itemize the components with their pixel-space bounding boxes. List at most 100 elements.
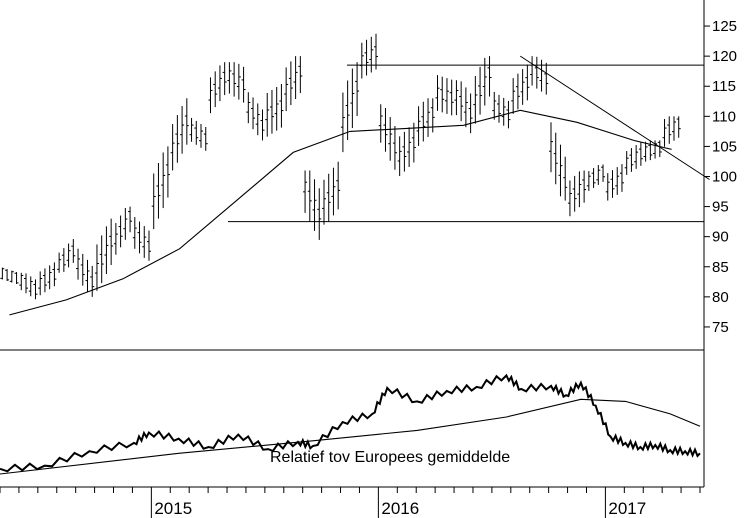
price-bar [648,140,653,161]
price-bar [317,188,322,240]
price-bar [326,173,331,222]
price-bar [194,120,199,145]
price-bar [421,101,426,142]
price-bar [544,62,549,95]
price-bar [468,93,473,134]
price-bars [0,33,681,300]
price-bar [350,68,355,129]
price-bar [634,145,639,169]
price-bar [482,57,487,106]
price-bar [5,269,10,282]
price-bar [184,98,189,145]
price-bar [345,80,350,141]
price-bar [241,66,246,103]
price-bar [47,265,52,290]
price-bar [340,92,345,153]
price-bar [492,91,497,120]
price-bar [615,167,620,195]
price-bar [336,161,341,210]
price-bar [227,62,232,94]
price-bar [80,253,85,286]
price-bar [260,109,265,141]
price-bar [298,56,303,94]
price-bar [99,235,104,284]
price-bar [610,170,615,198]
price-bar [236,63,241,100]
price-bar [303,170,308,213]
price-tick-label: 125 [712,18,737,35]
price-bar [577,171,582,208]
trend-line [519,55,710,180]
price-bar [388,117,393,161]
price-bar [411,122,416,163]
price-bar [520,69,525,105]
price-bar [33,279,38,300]
price-bar [549,122,554,173]
price-bar [501,97,506,126]
year-tick-label: 2017 [608,499,646,518]
price-bar [284,67,289,112]
price-bar [364,39,369,76]
price-bar [90,265,95,297]
price-tick-label: 100 [712,169,737,186]
price-bar [61,248,66,272]
price-bar [435,75,440,111]
price-bar [279,83,284,128]
price-bar [511,78,516,114]
price-bar [321,179,326,225]
price-bar [246,92,251,124]
price-bar [199,123,204,148]
price-bar [629,148,634,172]
price-bar [293,56,298,100]
price-bar [85,259,90,292]
price-bar [397,136,402,177]
price-bar [582,170,587,203]
price-bar [274,86,279,131]
price-tick-label: 80 [712,289,729,306]
price-bar [19,272,24,291]
year-tick-label: 2015 [154,499,192,518]
price-axis: 75 80 85 90 95 100 105 110 115 120 125 [704,18,737,336]
price-bar [440,76,445,113]
price-bar [232,62,237,97]
price-bar [463,87,468,128]
price-bar [94,244,99,291]
price-bar [307,170,312,222]
price-bar [28,276,33,297]
price-bar [151,173,156,230]
price-bar [24,273,29,294]
price-bar [175,115,180,163]
relative-strength-line [0,373,701,473]
price-bar [208,77,213,114]
price-bar [667,116,672,144]
price-bar [374,33,379,70]
price-bar [459,81,464,122]
price-bar [156,162,161,219]
price-bar [189,117,194,142]
price-bar [118,215,123,248]
price-bar [161,152,166,209]
price-bar [104,226,109,275]
price-bar [132,217,137,249]
moving-average-line [9,109,672,316]
price-bar [426,98,431,137]
price-bar [217,65,222,102]
price-bar [57,252,62,273]
price-tick-label: 90 [712,229,729,246]
price-bar [146,230,151,261]
price-bar [137,221,142,254]
price-bar [525,64,530,101]
price-bar [534,56,539,89]
price-tick-label: 115 [712,78,736,95]
price-tick-label: 105 [712,138,737,155]
price-bar [38,271,43,296]
price-bar [355,62,360,117]
price-bar [288,61,293,106]
price-bar [624,151,629,175]
price-bar [222,62,227,96]
price-bar [142,226,147,258]
price-bar [265,92,270,137]
price-bar [563,156,568,201]
price-bar [596,165,601,185]
price-bar [487,56,492,97]
